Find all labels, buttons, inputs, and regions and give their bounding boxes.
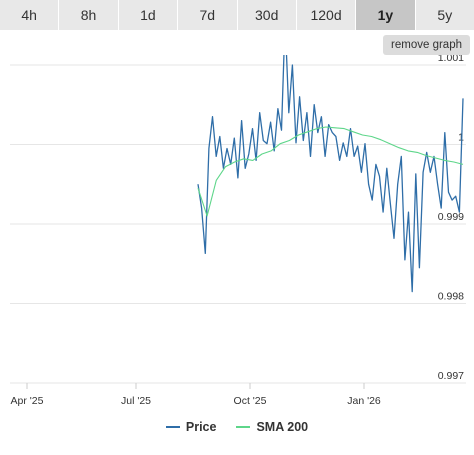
series-line-price	[197, 55, 464, 293]
tab-1d[interactable]: 1d	[118, 0, 179, 30]
x-tick-label: Jul '25	[121, 395, 151, 407]
y-tick-label: 0.999	[438, 211, 464, 223]
y-tick-label: 0.997	[438, 370, 464, 382]
tab-5y[interactable]: 5y	[415, 0, 474, 30]
tab-4h[interactable]: 4h	[0, 0, 60, 30]
x-tick-label: Jan '26	[347, 395, 381, 407]
tab-120d[interactable]: 120d	[296, 0, 357, 30]
tab-8h[interactable]: 8h	[59, 0, 119, 30]
legend-sma-label: SMA 200	[256, 420, 309, 434]
legend-item-price[interactable]: Price	[165, 420, 217, 434]
y-tick-label: 1.001	[438, 55, 464, 64]
tab-1y[interactable]: 1y	[356, 0, 416, 30]
tab-30d[interactable]: 30d	[237, 0, 297, 30]
legend-sma-swatch	[236, 426, 251, 428]
series-line-sma	[197, 126, 464, 217]
y-tick-label: 0.998	[438, 291, 464, 303]
legend-item-sma[interactable]: SMA 200	[236, 420, 308, 434]
timeframe-tabs: 4h 8h 1d 7d 30d 120d 1y 5y	[0, 0, 474, 30]
remove-graph-button[interactable]: remove graph	[383, 35, 470, 55]
x-tick-label: Oct '25	[234, 395, 267, 407]
chart-legend: Price SMA 200	[0, 420, 474, 434]
legend-price-swatch	[165, 426, 180, 428]
tab-7d[interactable]: 7d	[178, 0, 238, 30]
x-tick-label: Apr '25	[11, 395, 44, 407]
legend-price-label: Price	[185, 420, 217, 434]
